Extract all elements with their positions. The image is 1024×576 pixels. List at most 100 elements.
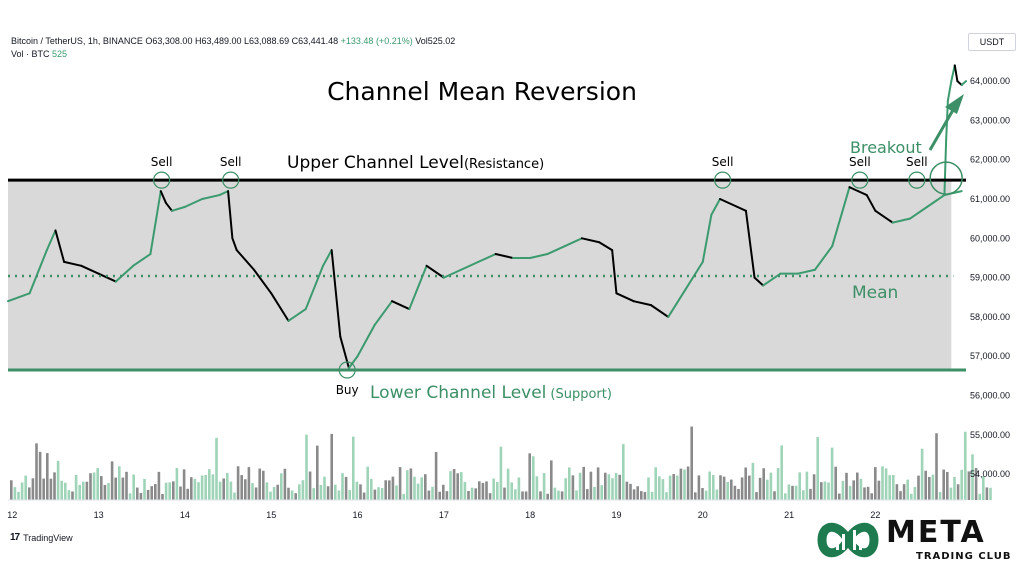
price-segment — [598, 241, 614, 252]
price-segment — [339, 335, 350, 370]
volume-bar — [517, 477, 521, 500]
price-segment — [753, 276, 765, 287]
volume-bar — [949, 487, 953, 500]
volume-bar — [67, 490, 71, 500]
volume-bar — [319, 485, 323, 500]
volume-bar — [593, 487, 596, 500]
volume-bar — [672, 474, 675, 500]
volume-bar — [917, 475, 920, 500]
volume-bar — [751, 462, 755, 500]
volume-bar — [647, 477, 650, 500]
volume-bar — [71, 491, 74, 500]
volume-bar — [758, 477, 762, 500]
volume-bar — [546, 493, 549, 500]
volume-bar — [614, 472, 618, 500]
price-segment — [831, 186, 851, 248]
volume-bar — [766, 479, 769, 500]
price-segment — [926, 194, 946, 208]
volume-bar — [254, 487, 258, 500]
volume-label: Vol · BTC — [11, 49, 50, 59]
volume-bar — [438, 491, 441, 500]
volume-bar — [211, 474, 215, 500]
volume-bar — [114, 477, 117, 500]
volume-bar — [31, 478, 35, 500]
price-segment — [529, 253, 549, 259]
volume-bar — [686, 466, 690, 500]
volume-bar — [258, 468, 261, 500]
volume-bar — [856, 472, 859, 500]
volume-bar — [740, 477, 744, 500]
volume-bar — [877, 480, 881, 500]
volume-bar — [895, 484, 899, 500]
price-segment — [563, 237, 583, 248]
volume-header: Vol · BTC 525 — [11, 49, 67, 59]
volume-bar — [658, 476, 661, 500]
volume-bar — [938, 492, 942, 500]
volume-bar — [892, 474, 895, 500]
volume-bar — [42, 478, 45, 500]
volume-value: Vol525.02 — [415, 36, 456, 46]
sell-label: Sell — [712, 155, 734, 169]
y-tick-label: 54,000.00 — [970, 469, 1010, 479]
volume-bar — [942, 469, 945, 500]
volume-bar — [431, 486, 434, 500]
price-segment — [813, 245, 834, 271]
volume-bar — [791, 485, 794, 500]
volume-bar — [406, 470, 409, 500]
price-segment — [744, 209, 756, 279]
volume-bar — [420, 477, 423, 500]
currency-selector[interactable]: USDT — [968, 33, 1016, 51]
volume-bar — [874, 467, 877, 500]
price-series — [7, 64, 967, 370]
volume-bar — [118, 466, 121, 500]
brand-name: META — [886, 515, 986, 550]
volume-bar — [679, 468, 683, 500]
price-segment — [632, 300, 652, 307]
price-segment — [304, 264, 325, 311]
volume-bar — [427, 490, 431, 500]
volume-bar — [391, 476, 395, 500]
x-tick-label: 12 — [7, 510, 17, 520]
volume-bar — [143, 478, 146, 500]
price-segment — [796, 268, 816, 275]
volume-bar — [373, 489, 377, 500]
volume-bar — [510, 482, 513, 500]
volume-bar — [193, 478, 197, 500]
price-segment — [580, 237, 601, 244]
volume-bar — [661, 479, 665, 500]
volume-bar — [870, 493, 873, 500]
volume-bar — [355, 481, 359, 500]
volume-bar — [139, 492, 143, 500]
x-tick-label: 22 — [870, 510, 880, 520]
volume-bar — [456, 473, 459, 500]
x-tick-label: 21 — [784, 510, 794, 520]
volume-bar — [978, 493, 981, 500]
price-segment — [667, 288, 687, 318]
infinity-icon — [817, 522, 879, 558]
volume-bar — [521, 491, 524, 500]
volume-bar — [812, 474, 816, 500]
volume-bar — [514, 489, 517, 500]
price-segment — [252, 268, 273, 295]
volume-bar — [312, 488, 315, 500]
volume-bar — [132, 474, 135, 500]
volume-bar — [776, 467, 780, 500]
price-segment — [149, 190, 162, 256]
price-segment — [865, 194, 877, 212]
y-tick-label: 56,000.00 — [970, 391, 1010, 401]
volume-bar — [866, 486, 870, 500]
volume-bar — [906, 479, 909, 500]
buy-marker — [338, 361, 356, 379]
volume-bar — [136, 487, 139, 500]
volume-bar — [553, 487, 557, 500]
volume-bar — [596, 467, 600, 500]
price-segment — [908, 205, 929, 220]
price-segment — [170, 205, 186, 212]
volume-bar — [629, 483, 632, 500]
volume-bar — [809, 488, 812, 500]
volume-bar — [150, 486, 153, 500]
volume-bar — [535, 476, 539, 500]
volume-bar — [956, 484, 960, 500]
price-segment — [736, 205, 747, 212]
sell-label: Sell — [849, 155, 871, 169]
